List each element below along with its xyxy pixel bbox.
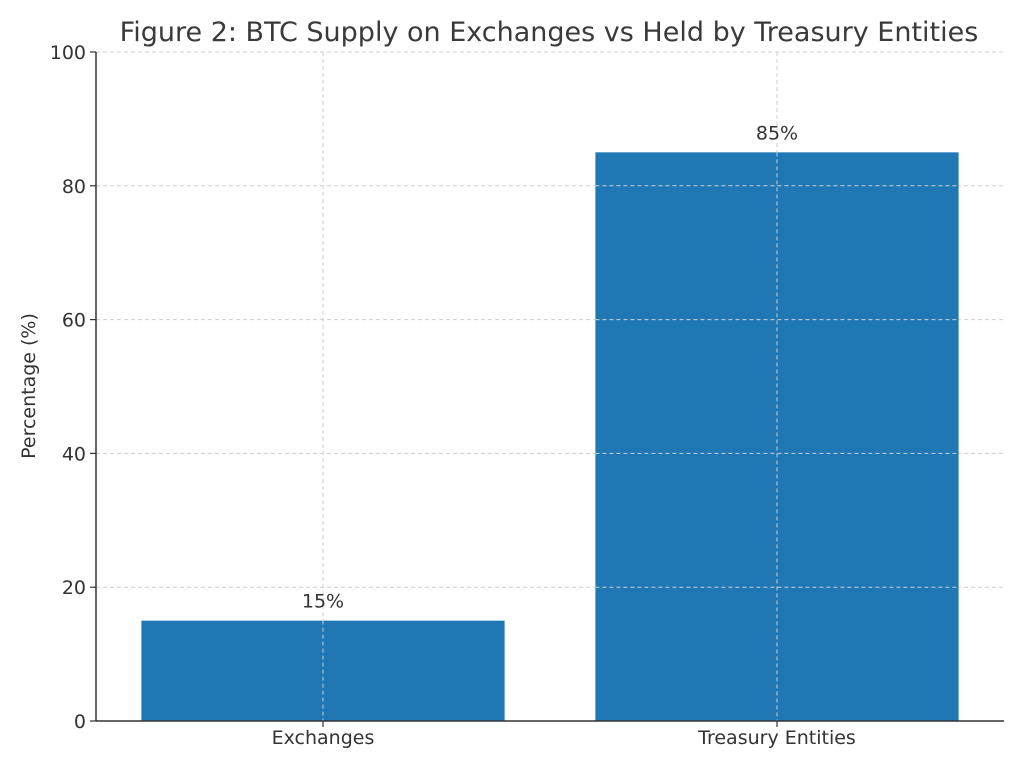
y-tick-label-3: 60 xyxy=(62,310,86,332)
axis-layer: 0 20 40 60 80 100 Exchanges Treasury Entities xyxy=(50,42,1004,749)
y-axis-title: Percentage (%) xyxy=(18,313,40,459)
data-label-0: 15% xyxy=(302,591,344,613)
y-tick-label-2: 40 xyxy=(62,443,86,465)
chart-title: Figure 2: BTC Supply on Exchanges vs Hel… xyxy=(120,17,979,48)
x-tick-label-0: Exchanges xyxy=(272,727,375,749)
label-layer: 15% 85% xyxy=(302,122,798,612)
x-tick-label-1: Treasury Entities xyxy=(697,727,856,749)
y-tick-label-0: 0 xyxy=(74,711,86,733)
data-label-1: 85% xyxy=(756,122,798,144)
bar-layer xyxy=(141,152,959,722)
y-tick-label-1: 20 xyxy=(62,577,86,599)
y-tick-label-5: 100 xyxy=(50,42,86,64)
y-tick-label-4: 80 xyxy=(62,176,86,198)
